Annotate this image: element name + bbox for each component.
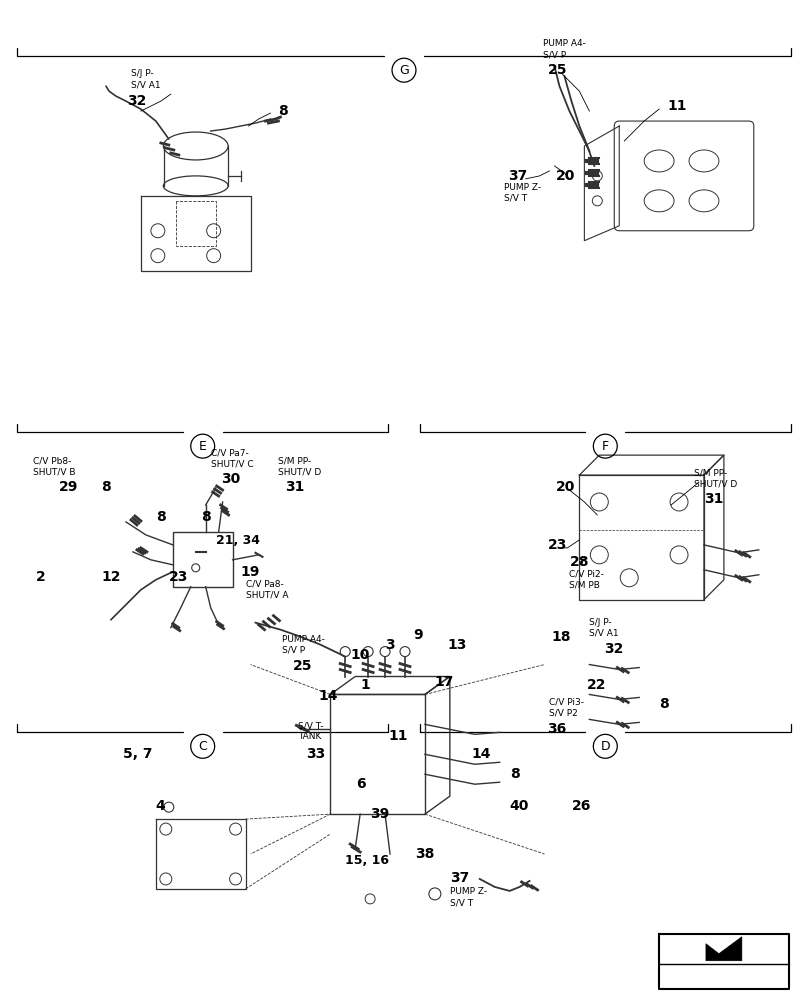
Polygon shape: [706, 937, 742, 961]
Text: 21, 34: 21, 34: [216, 534, 259, 547]
Text: 15, 16: 15, 16: [345, 854, 389, 867]
Text: 33: 33: [306, 747, 326, 761]
Text: 11: 11: [388, 729, 407, 743]
Text: 20: 20: [555, 169, 574, 183]
Text: 40: 40: [510, 799, 529, 813]
Text: 4: 4: [156, 799, 166, 813]
Text: 25: 25: [548, 63, 567, 77]
Text: 1: 1: [360, 678, 370, 692]
Text: 8: 8: [510, 767, 520, 781]
Text: 17: 17: [435, 675, 454, 689]
Text: 18: 18: [552, 630, 571, 644]
Text: C/V Pi3-
S/V P2: C/V Pi3- S/V P2: [549, 697, 584, 718]
Text: 29: 29: [59, 480, 78, 494]
Text: PUMP A4-
S/V P: PUMP A4- S/V P: [283, 635, 326, 655]
Text: 39: 39: [370, 807, 389, 821]
Text: 23: 23: [548, 538, 567, 552]
Text: C/V Pb8-
SHUT/V B: C/V Pb8- SHUT/V B: [33, 456, 76, 476]
Text: PUMP Z-
S/V T: PUMP Z- S/V T: [450, 887, 487, 907]
Text: 32: 32: [604, 642, 624, 656]
Text: PUMP Z-
S/V T: PUMP Z- S/V T: [503, 183, 541, 203]
Text: 31: 31: [285, 480, 305, 494]
Text: S/V T-
TANK: S/V T- TANK: [298, 721, 324, 741]
Text: C: C: [198, 740, 207, 753]
Text: G: G: [399, 64, 409, 77]
Text: 12: 12: [101, 570, 120, 584]
Text: C/V Pi2-
S/M PB: C/V Pi2- S/M PB: [570, 570, 604, 590]
Text: S/J P-
S/V A1: S/J P- S/V A1: [589, 618, 619, 638]
Text: 32: 32: [127, 94, 146, 108]
Text: 8: 8: [101, 480, 111, 494]
Text: 37: 37: [507, 169, 527, 183]
Text: 10: 10: [350, 648, 369, 662]
Text: 28: 28: [570, 555, 589, 569]
Text: 19: 19: [241, 565, 260, 579]
Text: S/M PP-
SHUT/V D: S/M PP- SHUT/V D: [279, 456, 322, 476]
Text: PUMP A4-
S/V P: PUMP A4- S/V P: [542, 39, 586, 59]
Text: 20: 20: [555, 480, 574, 494]
Text: 3: 3: [385, 638, 394, 652]
Text: S/M PP-
SHUT/V D: S/M PP- SHUT/V D: [694, 468, 737, 488]
Text: 31: 31: [704, 492, 723, 506]
Text: 14: 14: [472, 747, 491, 761]
Text: C/V Pa7-
SHUT/V C: C/V Pa7- SHUT/V C: [211, 448, 253, 468]
Text: 14: 14: [318, 689, 338, 703]
Text: 8: 8: [156, 510, 166, 524]
Text: 37: 37: [450, 871, 469, 885]
Text: D: D: [600, 740, 610, 753]
Text: F: F: [602, 440, 609, 453]
Text: 13: 13: [448, 638, 467, 652]
Text: 30: 30: [221, 472, 240, 486]
Text: 5, 7: 5, 7: [123, 747, 153, 761]
Text: 22: 22: [587, 678, 607, 692]
Text: 36: 36: [548, 722, 566, 736]
Text: 6: 6: [356, 777, 366, 791]
Text: S/J P-
S/V A1: S/J P- S/V A1: [131, 69, 161, 89]
Text: C/V Pa8-
SHUT/V A: C/V Pa8- SHUT/V A: [246, 580, 288, 600]
Text: 9: 9: [413, 628, 423, 642]
Text: 38: 38: [415, 847, 435, 861]
Text: 2: 2: [36, 570, 46, 584]
Text: 8: 8: [279, 104, 288, 118]
Text: 23: 23: [169, 570, 188, 584]
Text: 25: 25: [292, 659, 312, 673]
Text: 8: 8: [200, 510, 210, 524]
Text: E: E: [199, 440, 207, 453]
Text: 11: 11: [667, 99, 687, 113]
Text: 26: 26: [571, 799, 591, 813]
Text: 8: 8: [659, 697, 669, 711]
